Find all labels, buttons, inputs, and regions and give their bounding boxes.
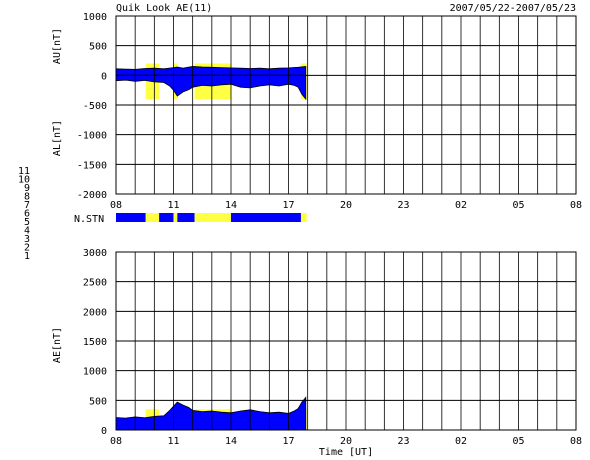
station-segment <box>173 213 178 222</box>
x-tick-label: 11 <box>167 436 179 447</box>
legend-station-6: 6 <box>24 209 30 220</box>
x-tick-label: 05 <box>512 436 524 447</box>
ae-series-area <box>115 396 307 431</box>
station-segment <box>145 213 160 222</box>
legend-station-3: 3 <box>24 234 30 245</box>
plot-frame <box>115 15 577 195</box>
legend-station-9: 9 <box>24 183 30 194</box>
y-tick-label: 1500 <box>83 337 107 348</box>
station-bar-label: N.STN <box>74 214 104 225</box>
x-tick-label: 02 <box>455 436 467 447</box>
x-tick-label: 08 <box>110 200 122 211</box>
y-tick-label: 1000 <box>83 12 107 23</box>
station-segment <box>194 213 231 222</box>
x-axis-label: Time [UT] <box>319 447 373 458</box>
x-tick-label: 08 <box>110 436 122 447</box>
y-tick-label: 500 <box>89 396 107 407</box>
x-tick-label: 08 <box>570 436 582 447</box>
legend-station-2: 2 <box>24 243 30 254</box>
x-tick-label: 14 <box>225 200 237 211</box>
x-tick-label: 11 <box>167 200 179 211</box>
au-series-area <box>115 65 307 76</box>
y-tick-label: 0 <box>101 71 107 82</box>
y-tick-label: 3000 <box>83 248 107 259</box>
date-range: 2007/05/22-2007/05/23 <box>450 3 576 14</box>
legend-station-10: 10 <box>18 175 30 186</box>
x-tick-label: 23 <box>397 200 409 211</box>
au-axis-label: AU[nT] <box>52 28 63 64</box>
legend-station-11: 11 <box>18 166 30 177</box>
y-tick-label: -1000 <box>77 131 107 142</box>
legend-station-7: 7 <box>24 200 30 211</box>
x-tick-label: 20 <box>340 436 352 447</box>
al-axis-label: AL[nT] <box>52 120 63 156</box>
ae-axis-label: AE[nT] <box>52 327 63 363</box>
station-segment <box>159 213 174 222</box>
x-tick-label: 17 <box>282 200 294 211</box>
y-tick-label: 0 <box>101 426 107 437</box>
au-al-panel: 1000 500 0 -500 -1000 -1500 -2000 AU[nT] AL[nT] 0… <box>52 12 582 211</box>
y-tick-label: 1000 <box>83 367 107 378</box>
x-tick-label: 08 <box>570 200 582 211</box>
legend-station-1: 1 <box>24 251 30 262</box>
y-tick-label: 2000 <box>83 307 107 318</box>
ae-panel: 3000 2500 2000 1500 1000 500 0 AE[nT] 08 11 14 17 20… <box>52 248 582 447</box>
plot-frame <box>115 251 577 431</box>
station-segment <box>300 213 307 222</box>
y-tick-label: -1500 <box>77 160 107 171</box>
y-tick-label: -500 <box>83 101 107 112</box>
station-segment <box>177 213 195 222</box>
chart-title: Quik Look AE(11) <box>116 3 212 14</box>
x-tick-label: 23 <box>397 436 409 447</box>
x-tick-label: 05 <box>512 200 524 211</box>
legend-station-4: 4 <box>24 226 30 237</box>
x-tick-label: 14 <box>225 436 237 447</box>
y-tick-label: 2500 <box>83 278 107 289</box>
y-tick-label: -2000 <box>77 190 107 201</box>
x-tick-label: 20 <box>340 200 352 211</box>
station-segment <box>116 213 146 222</box>
x-tick-label: 17 <box>282 436 294 447</box>
station-count-panel: N.STN <box>74 213 307 225</box>
legend-station-8: 8 <box>24 192 30 203</box>
y-tick-label: 500 <box>89 42 107 53</box>
legend-station-5: 5 <box>24 217 30 228</box>
station-segment <box>231 213 301 222</box>
x-tick-label: 02 <box>455 200 467 211</box>
